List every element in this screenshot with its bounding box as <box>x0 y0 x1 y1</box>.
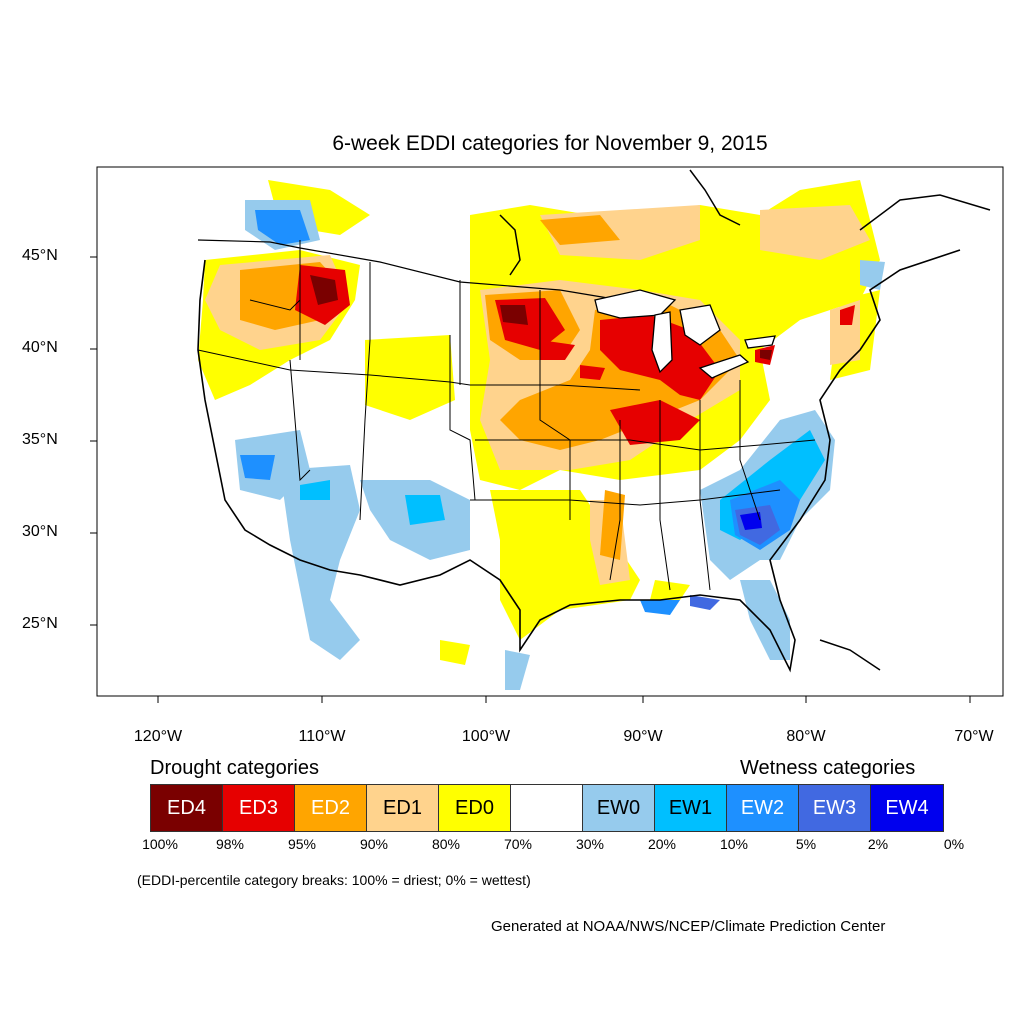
legend-cell-ed2: ED2 <box>295 785 367 831</box>
legend-cell-ed3: ED3 <box>223 785 295 831</box>
pct-break: 98% <box>215 836 245 852</box>
northern-coast <box>499 169 991 671</box>
lat-label-45: 45°N <box>22 247 58 264</box>
eddi-map <box>97 167 1003 696</box>
lat-label-40: 40°N <box>22 339 58 356</box>
pct-break: 70% <box>503 836 533 852</box>
lon-label-90w: 90°W <box>623 728 663 745</box>
great-lakes <box>594 289 776 379</box>
legend-cell-ew2: EW2 <box>727 785 799 831</box>
pct-break: 5% <box>795 836 817 852</box>
legend-cell-ew3: EW3 <box>799 785 871 831</box>
legend-cell-ew4: EW4 <box>871 785 943 831</box>
wetness-heading: Wetness categories <box>740 757 916 779</box>
pct-break: 2% <box>867 836 889 852</box>
lat-label-30: 30°N <box>22 523 58 540</box>
pct-break: 20% <box>647 836 677 852</box>
lon-label-120w: 120°W <box>133 728 183 745</box>
map-border <box>96 166 1004 697</box>
lon-label-80w: 80°W <box>786 728 826 745</box>
pct-break: 95% <box>287 836 317 852</box>
credit-text: Generated at NOAA/NWS/NCEP/Climate Predi… <box>491 918 886 935</box>
pct-break: 0% <box>943 836 965 852</box>
ew4-regions <box>740 512 762 530</box>
legend-cell-ed0: ED0 <box>439 785 511 831</box>
legend-cell-ew0: EW0 <box>583 785 655 831</box>
ed4-regions <box>310 275 772 360</box>
lon-label-70w: 70°W <box>954 728 994 745</box>
pct-break: 80% <box>431 836 461 852</box>
pct-break: 10% <box>719 836 749 852</box>
boundaries <box>197 239 961 673</box>
lat-label-25: 25°N <box>22 615 58 632</box>
legend-cell-neutral <box>511 785 583 831</box>
legend-cell-ed4: ED4 <box>151 785 223 831</box>
legend-cell-ed1: ED1 <box>367 785 439 831</box>
pct-break: 100% <box>142 836 178 852</box>
legend-cell-ew1: EW1 <box>655 785 727 831</box>
legend-bar: ED4 ED3 ED2 ED1 ED0 EW0 EW1 EW2 EW3 EW4 <box>150 784 944 832</box>
pct-break: 30% <box>575 836 605 852</box>
lon-label-110w: 110°W <box>298 728 346 745</box>
category-note: (EDDI-percentile category breaks: 100% =… <box>137 872 531 888</box>
drought-heading: Drought categories <box>150 757 319 779</box>
axis-ticks <box>90 256 971 703</box>
map-panel <box>90 166 1004 703</box>
map-title: 6-week EDDI categories for November 9, 2… <box>332 132 768 155</box>
pct-break: 90% <box>359 836 389 852</box>
lon-label-100w: 100°W <box>461 728 511 745</box>
lat-label-35: 35°N <box>22 431 58 448</box>
